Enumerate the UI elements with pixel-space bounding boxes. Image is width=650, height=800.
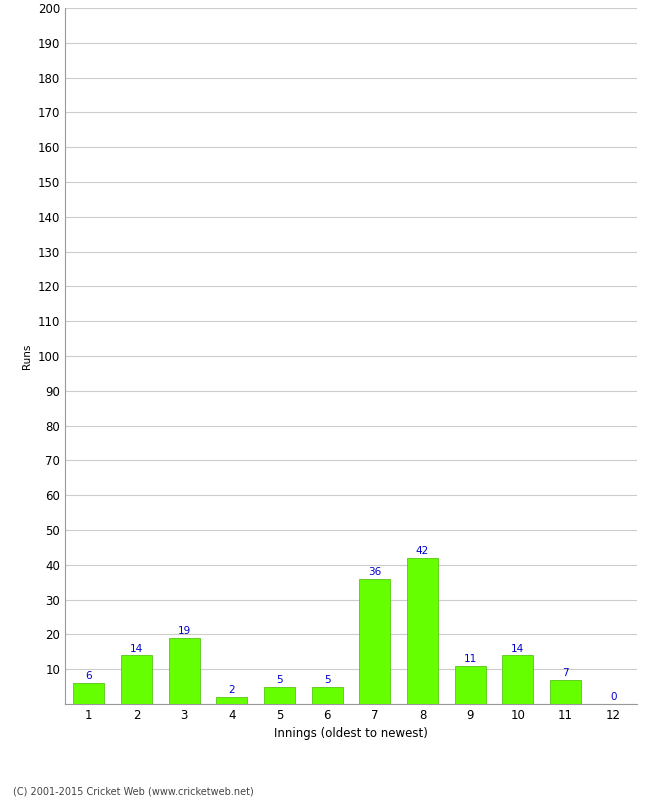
Bar: [73, 683, 104, 704]
Text: 2: 2: [229, 686, 235, 695]
Text: 0: 0: [610, 692, 616, 702]
X-axis label: Innings (oldest to newest): Innings (oldest to newest): [274, 727, 428, 741]
Text: 5: 5: [276, 675, 283, 685]
Text: 14: 14: [130, 643, 143, 654]
Bar: [264, 686, 295, 704]
Bar: [359, 578, 390, 704]
Text: 7: 7: [562, 668, 569, 678]
Bar: [407, 558, 438, 704]
Text: (C) 2001-2015 Cricket Web (www.cricketweb.net): (C) 2001-2015 Cricket Web (www.cricketwe…: [13, 786, 254, 796]
Bar: [169, 638, 200, 704]
Bar: [502, 655, 534, 704]
Text: 11: 11: [463, 654, 477, 664]
Y-axis label: Runs: Runs: [22, 343, 32, 369]
Bar: [121, 655, 152, 704]
Bar: [550, 680, 581, 704]
Text: 42: 42: [416, 546, 429, 556]
Bar: [311, 686, 343, 704]
Text: 5: 5: [324, 675, 330, 685]
Text: 36: 36: [368, 567, 382, 577]
Text: 6: 6: [86, 671, 92, 682]
Text: 19: 19: [177, 626, 191, 636]
Bar: [216, 697, 247, 704]
Bar: [454, 666, 486, 704]
Text: 14: 14: [511, 643, 525, 654]
